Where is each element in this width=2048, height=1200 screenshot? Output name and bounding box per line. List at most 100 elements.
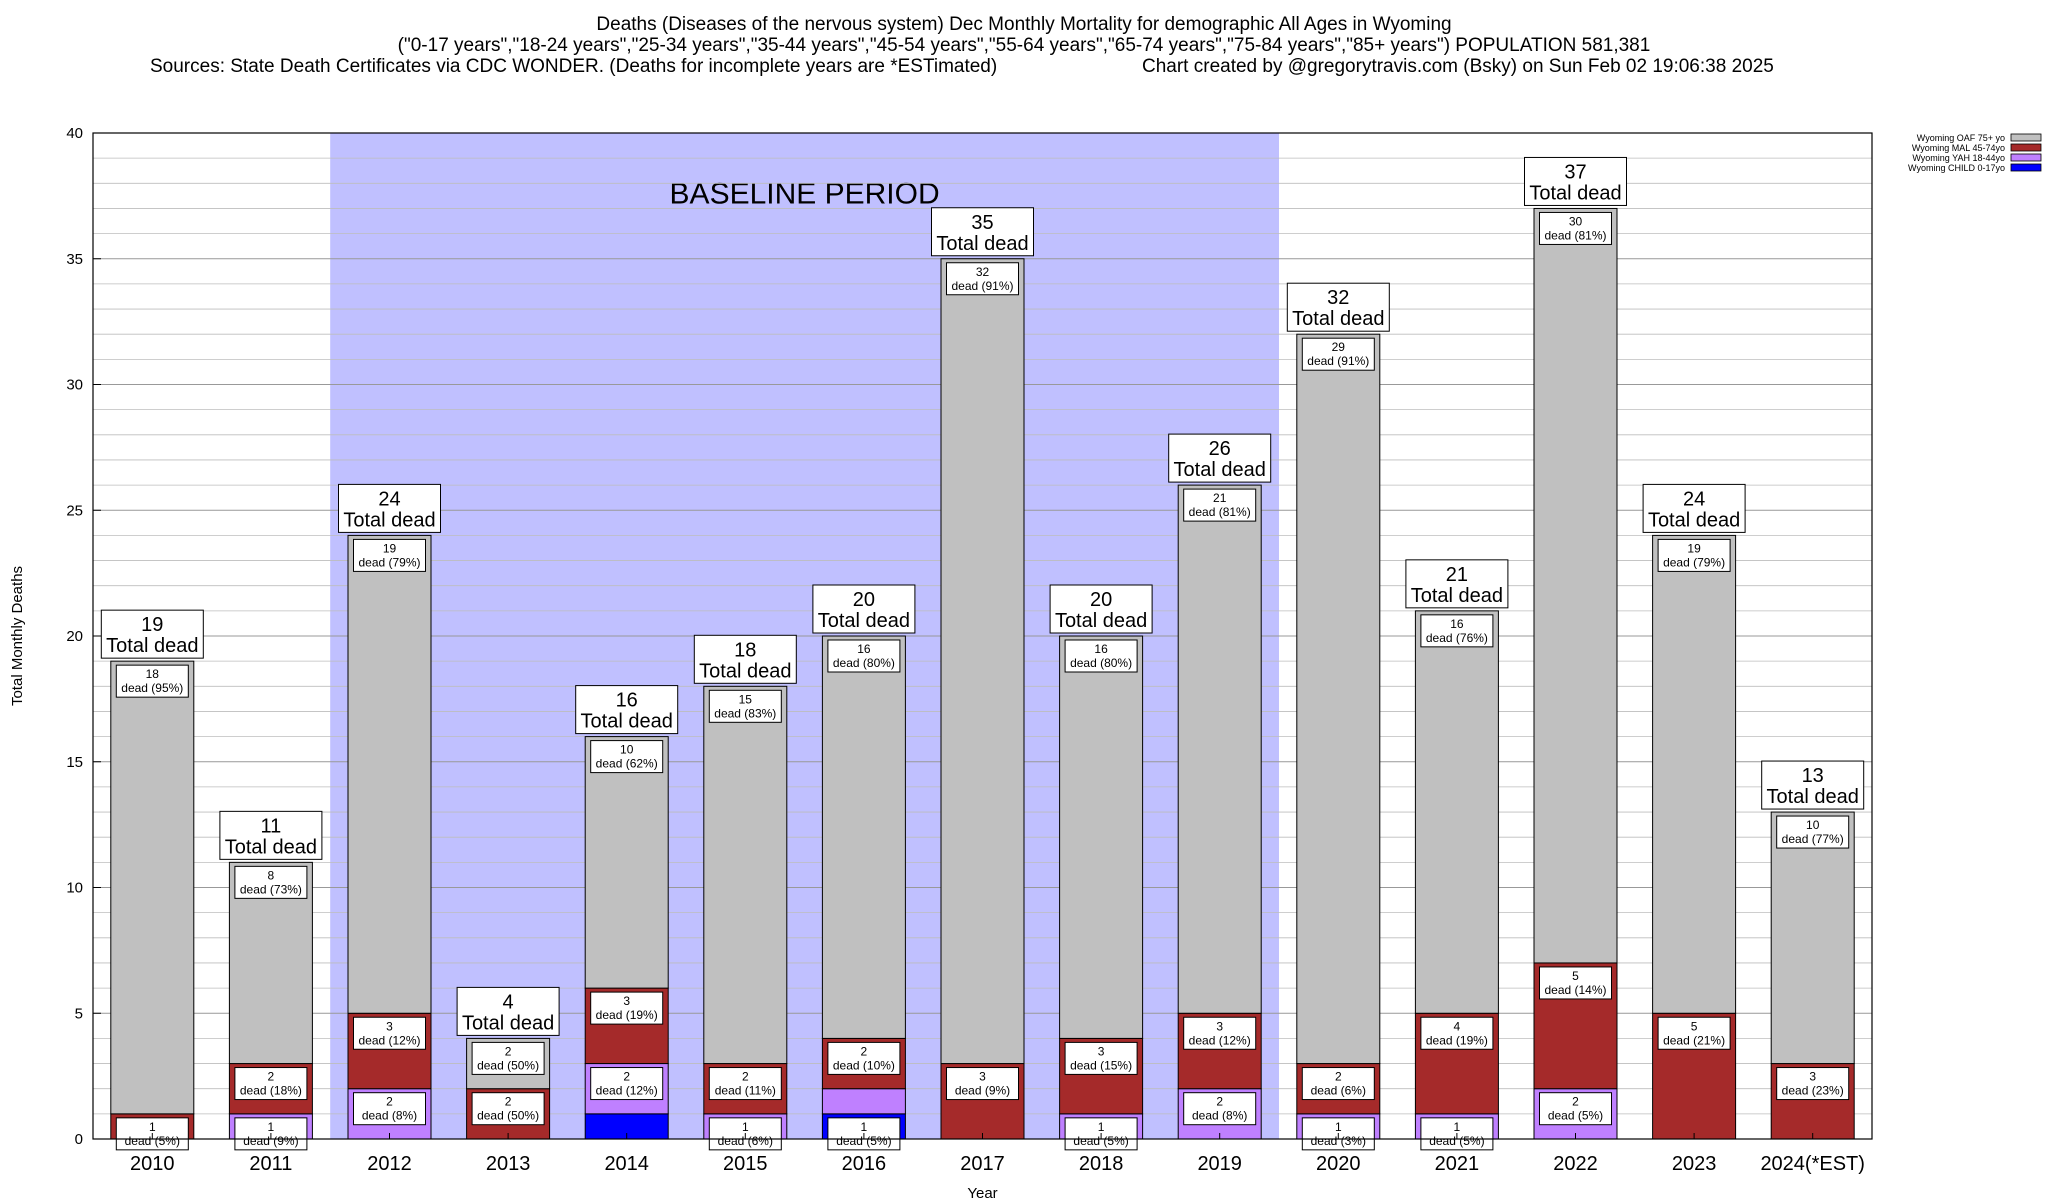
total-value: 24 [1683,488,1705,510]
segment-count: 3 [386,1019,393,1033]
segment-label-box [1183,488,1257,522]
x-tick-label: 2024(*EST) [1760,1153,1865,1175]
segment-percent: dead (80%) [1070,656,1132,670]
segment-count: 2 [268,1070,275,1084]
segment-label-box [1420,1016,1494,1050]
y-tick-label: 40 [66,125,83,142]
segment-percent: dead (62%) [596,757,658,771]
segment-count: 5 [1691,1019,1698,1033]
segment-percent: dead (10%) [833,1058,895,1072]
x-tick-label: 2015 [723,1153,768,1175]
segment-count: 10 [1806,818,1820,832]
segment-percent: dead (11%) [715,1084,776,1098]
segment-label-box [1776,815,1850,849]
segment-count: 3 [1098,1044,1105,1058]
chart-header: Deaths (Diseases of the nervous system) … [0,14,2048,77]
x-tick-label: 2013 [486,1153,531,1175]
bar-segment [584,736,669,989]
total-value: 20 [1090,589,1112,611]
segment-count: 3 [623,994,630,1008]
total-value: 26 [1209,438,1231,460]
segment-count: 2 [505,1044,512,1058]
segment-label-box [1301,1067,1375,1101]
y-tick-label: 25 [66,502,83,519]
total-label-box [100,609,204,659]
y-tick-label: 30 [66,377,83,394]
segment-count: 2 [1216,1095,1223,1109]
segment-count: 5 [1572,969,1579,983]
segment-count: 2 [386,1095,393,1109]
segment-percent: dead (5%) [125,1134,180,1148]
segment-percent: dead (79%) [358,555,420,569]
y-tick-label: 20 [66,628,83,645]
bar-segment [1296,333,1381,1065]
x-tick-label: 2020 [1316,1153,1361,1175]
segment-count: 16 [1450,617,1464,631]
segment-count: 1 [742,1120,749,1134]
x-tick-label: 2010 [130,1153,175,1175]
total-text: Total dead [1648,509,1740,531]
segment-percent: dead (50%) [477,1109,539,1123]
bar-segment [1059,635,1144,1039]
baseline-period-label: BASELINE PERIOD [670,177,940,210]
total-text: Total dead [1529,182,1621,204]
total-value: 35 [971,212,993,234]
segment-percent: dead (6%) [718,1134,773,1148]
bar-segment [821,635,906,1039]
segment-label-box [353,538,426,572]
segment-count: 2 [861,1044,868,1058]
total-value: 4 [503,991,514,1013]
total-label-box [575,685,679,735]
legend-swatch [2010,163,2042,172]
total-label-box [219,810,323,860]
legend-item: Wyoming MAL 45-74yo [1912,143,2042,153]
segment-count: 15 [739,692,753,706]
segment-percent: dead (5%) [1429,1134,1484,1148]
segment-count: 21 [1213,491,1227,505]
segment-percent: dead (95%) [121,681,183,695]
segment-label-box [1420,614,1494,648]
total-text: Total dead [462,1012,554,1034]
legend-label: Wyoming CHILD 0-17yo [1908,163,2005,173]
segment-count: 1 [1335,1120,1342,1134]
segment-count: 2 [623,1070,630,1084]
total-text: Total dead [1292,308,1384,330]
x-tick-label: 2021 [1435,1153,1480,1175]
total-value: 18 [734,639,756,661]
segment-percent: dead (83%) [714,706,776,720]
total-label-box [693,634,797,684]
segment-label-box [353,1016,426,1050]
x-tick-label: 2011 [249,1153,292,1175]
segment-percent: dead (12%) [596,1084,658,1098]
total-text: Total dead [936,233,1028,255]
total-label-box [1168,433,1272,483]
total-label-box [456,986,560,1036]
segment-count: 3 [1809,1070,1816,1084]
segment-count: 32 [976,265,990,279]
segment-count: 8 [268,868,275,882]
legend-swatch [2010,153,2042,162]
segment-percent: dead (9%) [243,1134,298,1148]
